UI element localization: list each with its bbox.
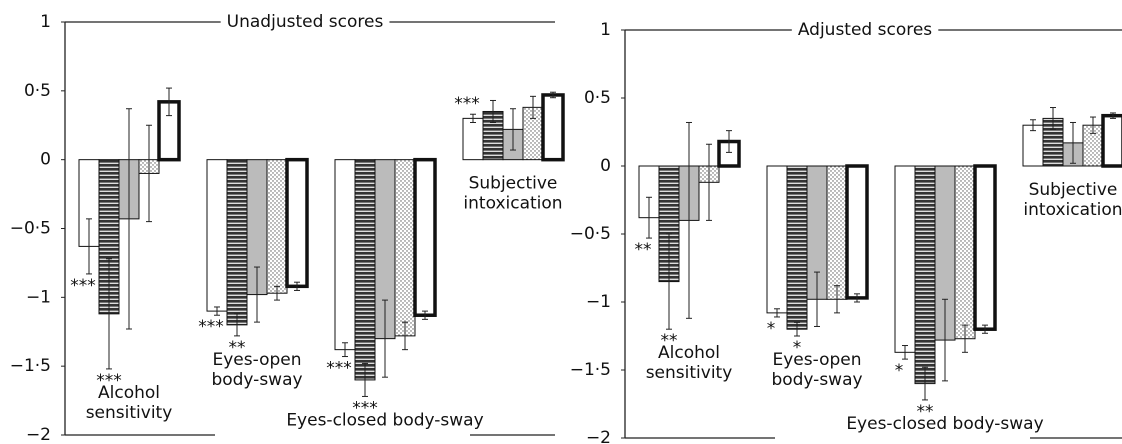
significance: ** <box>661 331 678 351</box>
title-background <box>220 12 390 32</box>
category-label: Eyes-open body-sway <box>771 350 862 390</box>
category-label-line: Alcohol <box>658 343 720 363</box>
significance: * <box>895 361 904 381</box>
bar <box>1101 113 1122 168</box>
bar <box>541 93 565 162</box>
title-background <box>791 20 939 40</box>
category-label-line: Eyes-closed body-sway <box>286 410 483 430</box>
significance: ** <box>635 240 652 260</box>
bar <box>914 165 936 385</box>
y-tick-label: −1·5 <box>10 356 51 376</box>
bar <box>394 159 416 337</box>
category-label-line: Eyes-closed body-sway <box>846 414 1043 434</box>
category-label: Subjective intoxication <box>463 174 562 214</box>
category-label-line: body-sway <box>211 370 302 390</box>
y-tick-label: 0 <box>600 156 611 176</box>
category-label: Eyes-closed body-sway <box>286 410 483 430</box>
y-tick-label: 1 <box>40 12 51 32</box>
bar <box>954 165 976 340</box>
bar <box>354 159 376 381</box>
significance: *** <box>96 371 122 391</box>
bar <box>973 164 997 331</box>
significance: *** <box>352 398 378 418</box>
y-tick-label: −1 <box>26 287 51 307</box>
y-tick-label: 0·5 <box>584 88 611 108</box>
bar <box>413 157 437 317</box>
category-label-line: Alcohol <box>98 383 160 403</box>
category-label: Alcohol sensitivity <box>86 383 173 423</box>
category-label-line: intoxication <box>1023 200 1122 220</box>
y-tick-label: −0·5 <box>570 224 611 244</box>
category-label-line: Eyes-open <box>773 350 862 370</box>
y-tick-label: −1·5 <box>570 360 611 380</box>
bar <box>206 159 228 312</box>
bar <box>894 165 916 353</box>
bar <box>766 165 788 314</box>
category-label-line: Subjective <box>1029 180 1118 200</box>
significance: *** <box>198 317 224 337</box>
category-label-line: Subjective <box>469 174 558 194</box>
significance: *** <box>326 359 352 379</box>
bar <box>462 117 484 161</box>
significance: ** <box>229 338 246 358</box>
bar <box>226 159 248 326</box>
category-label: Eyes-closed body-sway <box>846 414 1043 434</box>
y-tick-label: 0·5 <box>24 81 51 101</box>
category-label-line: body-sway <box>771 370 862 390</box>
bar <box>285 157 309 289</box>
significance: * <box>793 338 802 358</box>
significance: * <box>767 319 776 339</box>
significance: ** <box>917 402 934 422</box>
category-label: Eyes-open body-sway <box>211 350 302 390</box>
significance: *** <box>454 94 480 114</box>
category-label: Alcohol sensitivity <box>646 343 733 383</box>
y-tick-label: −1 <box>586 292 611 312</box>
y-tick-label: −0·5 <box>10 219 51 239</box>
bar <box>845 164 869 300</box>
bar <box>1022 124 1044 167</box>
category-label-line: sensitivity <box>646 363 733 383</box>
category-label-line: intoxication <box>463 194 562 214</box>
category-label: Subjective intoxication <box>1023 180 1122 220</box>
bar <box>334 159 356 351</box>
bar <box>266 159 288 294</box>
bar <box>826 165 848 300</box>
category-label-line: sensitivity <box>86 403 173 423</box>
y-tick-label: −2 <box>26 425 51 444</box>
bar <box>786 165 808 330</box>
y-tick-label: −2 <box>586 428 611 444</box>
y-tick-label: 0 <box>40 150 51 170</box>
category-label-line: Eyes-open <box>213 350 302 370</box>
chart-title: Adjusted scores <box>798 20 932 40</box>
y-tick-label: 1 <box>600 20 611 40</box>
chart-title: Unadjusted scores <box>227 12 384 32</box>
significance: *** <box>70 276 96 296</box>
